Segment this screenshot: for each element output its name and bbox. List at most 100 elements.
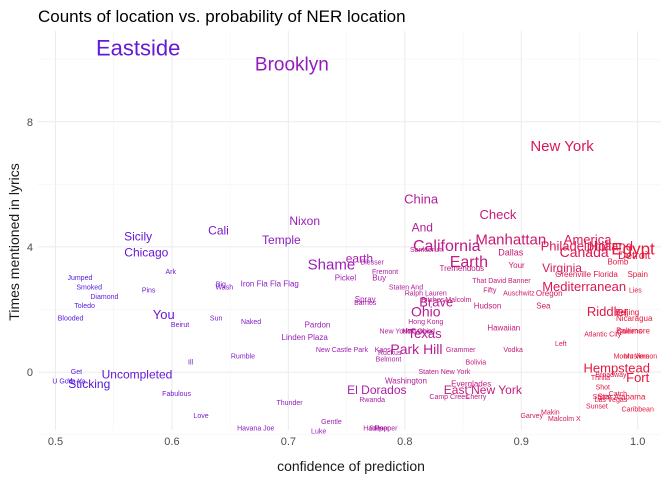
- point-label: Las Vegas: [595, 397, 628, 404]
- point-label: Thunder: [276, 400, 303, 407]
- point-label: Diamond: [90, 294, 118, 301]
- point-label: Ralph Lauren: [405, 291, 447, 298]
- point-label: Uncompleted: [102, 367, 173, 381]
- x-tick-label: 1.0: [630, 436, 645, 448]
- point-label: Muslims: [624, 353, 650, 360]
- point-label: New Castle Park: [316, 347, 369, 354]
- point-label: Garvey: [520, 413, 543, 420]
- point-label: Brooklyn: [255, 54, 329, 75]
- y-axis-title: Times mentioned in lyrics: [6, 163, 22, 320]
- point-label: Vodka: [503, 347, 523, 354]
- point-label: Toledo: [74, 303, 95, 310]
- point-label: Cherry: [465, 394, 487, 401]
- point-label: Detroit: [618, 250, 650, 262]
- point-label: Rumble: [231, 353, 255, 360]
- point-label: Camp Crees: [429, 394, 469, 401]
- point-label: NYC: [402, 328, 417, 335]
- point-label: Hempstead: [584, 360, 650, 375]
- point-label: Your: [509, 261, 526, 270]
- point-label: Lies: [629, 288, 642, 295]
- point-label: Ill: [188, 360, 194, 367]
- point-label: Eastside: [96, 36, 180, 61]
- point-label: New York: [380, 328, 410, 335]
- point-label: New York: [530, 138, 594, 155]
- point-label: Virginia: [542, 261, 582, 275]
- point-label: Blooded: [58, 316, 84, 323]
- point-label: U God: [52, 378, 72, 385]
- point-label: Barnes: [354, 300, 377, 307]
- point-label: Baltimore: [616, 327, 650, 336]
- point-label: Queens: [617, 328, 642, 335]
- point-label: Earth: [450, 254, 488, 271]
- point-label: Tremendous: [440, 264, 485, 273]
- point-label: Luke: [311, 428, 326, 435]
- point-label: Blesser: [361, 259, 385, 266]
- point-label: Sniper: [369, 425, 390, 432]
- point-label: Hong Kong: [408, 319, 443, 326]
- point-label: Hollywood: [403, 328, 435, 335]
- x-tick-label: 0.6: [164, 436, 179, 448]
- point-label: Belmont: [376, 356, 402, 363]
- point-label: Smoked: [76, 284, 102, 291]
- point-label: Iron Fla Fla Flag: [241, 280, 299, 289]
- point-label: Beijing: [615, 308, 639, 317]
- point-label: Shame: [308, 257, 356, 274]
- y-axis-ticks: 0 4 8: [27, 117, 33, 379]
- point-label: Bitches: [421, 297, 444, 304]
- point-label: Spray: [355, 295, 376, 304]
- point-label: Rwanda: [359, 397, 385, 404]
- point-label: Pickel: [335, 273, 357, 282]
- point-label: Bomb: [607, 258, 628, 267]
- point-label: Oregon: [536, 289, 563, 298]
- point-label: Malcolm: [445, 297, 471, 304]
- point-label: Mount Vernon: [614, 353, 658, 360]
- point-label: Pardon: [305, 320, 331, 329]
- point-label: Wash: [215, 284, 233, 291]
- point-label: Philadelphia: [541, 238, 613, 253]
- point-label: Fort: [626, 370, 650, 385]
- point-label: Sunset: [586, 403, 608, 410]
- x-tick-label: 0.7: [281, 436, 296, 448]
- point-label: Temple: [262, 233, 301, 247]
- point-label: Bolivia: [466, 360, 487, 367]
- point-label: Gentle: [321, 419, 342, 426]
- point-label: And: [412, 220, 433, 234]
- point-label: Love: [193, 413, 208, 420]
- x-tick-label: 0.9: [514, 436, 529, 448]
- point-label: Chicago: [124, 245, 168, 259]
- point-label: Naked: [241, 319, 261, 326]
- point-label: Grammer: [446, 347, 476, 354]
- point-label: Pins: [142, 288, 156, 295]
- point-label: Holland: [589, 238, 633, 253]
- point-label: Makin: [541, 410, 560, 417]
- point-label: Jumped: [67, 275, 92, 282]
- point-label: earth: [346, 252, 373, 266]
- point-label: Nicaragua: [616, 314, 653, 323]
- point-label: Fifty: [483, 288, 497, 295]
- point-label: Canada: [560, 244, 609, 260]
- point-label: China: [404, 191, 439, 206]
- point-label: That David Banner: [472, 278, 531, 285]
- point-label: Cali: [208, 223, 229, 237]
- point-label: Ya Ya: [67, 378, 85, 385]
- x-axis-ticks: 0.5 0.6 0.7 0.8 0.9 1.0: [48, 436, 646, 448]
- point-label: Staten And: [389, 284, 423, 291]
- point-label: Kaos: [375, 347, 391, 354]
- point-label: Fremont: [372, 269, 398, 276]
- chart-title: Counts of location vs. probability of NE…: [38, 7, 406, 26]
- point-label: Broadway: [595, 372, 627, 379]
- point-label: Big: [216, 281, 226, 288]
- y-tick-label: 4: [27, 242, 33, 254]
- point-label: Buy: [372, 273, 386, 282]
- point-label: Spots: [593, 394, 611, 401]
- point-label: Washington: [385, 377, 427, 386]
- point-label: America: [564, 232, 612, 247]
- point-label: Atlantic City: [584, 331, 621, 338]
- point-label: Sicily: [124, 230, 152, 244]
- point-label: You: [153, 307, 175, 322]
- point-label: California: [413, 238, 481, 255]
- point-label: Caribbean: [622, 407, 654, 414]
- point-label: El Dorados: [347, 383, 406, 397]
- point-label: Beirut: [171, 322, 189, 329]
